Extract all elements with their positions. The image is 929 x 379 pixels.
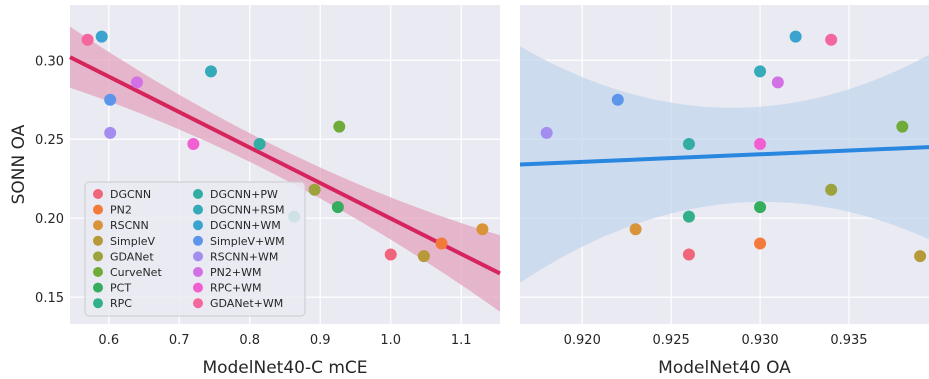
point-rpc-wm [187,137,200,150]
x-tick-label: 0.925 [653,333,690,348]
x-tick-label: 1.1 [451,333,472,348]
point-rscnn [629,223,642,236]
regression-line-path [69,55,501,276]
point-pn2 [435,237,448,250]
y-tick-label: 0.20 [35,212,64,227]
point-rpc [682,210,695,223]
legend-label: DGCNN [110,188,151,201]
legend-marker [93,298,103,309]
point-simplev [417,250,430,263]
legend-marker [193,220,203,231]
point-gdanet [825,183,838,196]
point-rscnn-wm [104,126,117,139]
legend: DGCNN PN2 RSCNN SimpleV GDANet CurveNet PCT RPC… [84,181,306,317]
left-regression-line [69,55,501,276]
legend-label: RSCNN+WM [210,250,278,263]
legend-marker [93,204,103,215]
right-panel: 0.920 0.925 0.930 0.935 ModelNet40 OA [519,5,929,378]
legend-label: RPC [110,297,132,310]
x-tick-label: 0.7 [169,333,190,348]
point-gdanet [308,183,321,196]
point-dgcnn [384,248,397,261]
y-tick-label: 0.15 [35,291,64,306]
legend-label: DGCNN+PW [210,188,278,201]
confidence-band-area [70,26,500,312]
legend-marker [93,251,103,262]
x-tick-label: 0.920 [564,333,601,348]
legend-marker [193,189,203,199]
point-dgcnn-wm [789,30,802,43]
legend-label: PCT [110,282,131,295]
point-pn2-wm [771,76,784,89]
legend-label: RPC+WM [210,282,262,295]
legend-label: SimpleV+WM [210,235,285,248]
left-y-ticks: 0.15 0.20 0.25 0.30 [35,54,64,306]
point-dgcnn-rsm [754,65,767,78]
legend-marker [93,189,103,199]
point-simplev [914,250,927,263]
legend-marker [93,267,103,277]
legend-label: SimpleV [110,235,156,248]
right-regression-line [519,145,929,167]
x-tick-label: 0.935 [830,333,867,348]
legend-marker [93,235,103,246]
left-x-ticks: 0.6 0.7 0.8 0.9 1.0 1.1 [98,333,471,348]
legend-label: GDANet [110,250,154,263]
right-x-ticks: 0.920 0.925 0.930 0.935 [564,333,868,348]
left-panel: 0.6 0.7 0.8 0.9 1.0 1.1 0.15 0.20 0.25 0.30 Mode… [9,5,501,378]
point-dgcnn-wm [95,30,108,43]
point-simplev-wm [611,93,624,106]
confidence-band-area [520,46,929,283]
y-tick-label: 0.30 [35,54,64,69]
point-gdanet-wm [825,33,838,46]
legend-label: PN2 [110,204,132,217]
point-gdanet-wm [81,33,94,46]
point-curvenet [333,120,346,133]
right-confidence-band [520,46,929,283]
point-pct [331,201,344,214]
legend-marker [193,298,203,309]
regression-line-path [519,145,929,167]
x-tick-label: 0.930 [741,333,778,348]
legend-frame [84,181,306,317]
legend-marker [93,282,103,293]
point-rpc-wm [754,137,767,150]
legend-label: DGCNN+RSM [210,204,284,217]
point-rscnn-wm [540,126,553,139]
right-points [540,30,927,263]
y-tick-label: 0.25 [35,133,64,148]
x-tick-label: 0.8 [239,333,260,348]
legend-label: CurveNet [110,266,162,279]
point-dgcnn-pw [682,137,695,150]
legend-marker [193,251,203,262]
legend-label: DGCNN+WM [210,219,281,232]
legend-marker [193,235,203,246]
point-dgcnn-pw [253,137,266,150]
legend-label: PN2+WM [210,266,261,279]
point-dgcnn [682,248,695,261]
right-x-axis-label: ModelNet40 OA [658,358,791,378]
point-simplev-wm [104,93,117,106]
x-tick-label: 0.6 [98,333,119,348]
point-dgcnn-rsm [204,65,217,78]
point-rscnn [476,223,489,236]
legend-marker [193,267,203,277]
point-pct [754,201,767,214]
left-x-axis-label: ModelNet40-C mCE [202,358,367,378]
left-confidence-band [70,26,500,312]
point-pn2 [754,237,767,250]
legend-marker [193,204,203,215]
x-tick-label: 0.9 [310,333,331,348]
x-tick-label: 1.0 [380,333,401,348]
point-pn2-wm [130,76,143,89]
legend-marker [93,220,103,231]
left-y-axis-label: SONN OA [9,124,29,204]
legend-label: RSCNN [110,219,149,232]
legend-marker [193,282,203,293]
point-curvenet [896,120,909,133]
legend-label: GDANet+WM [210,297,283,310]
